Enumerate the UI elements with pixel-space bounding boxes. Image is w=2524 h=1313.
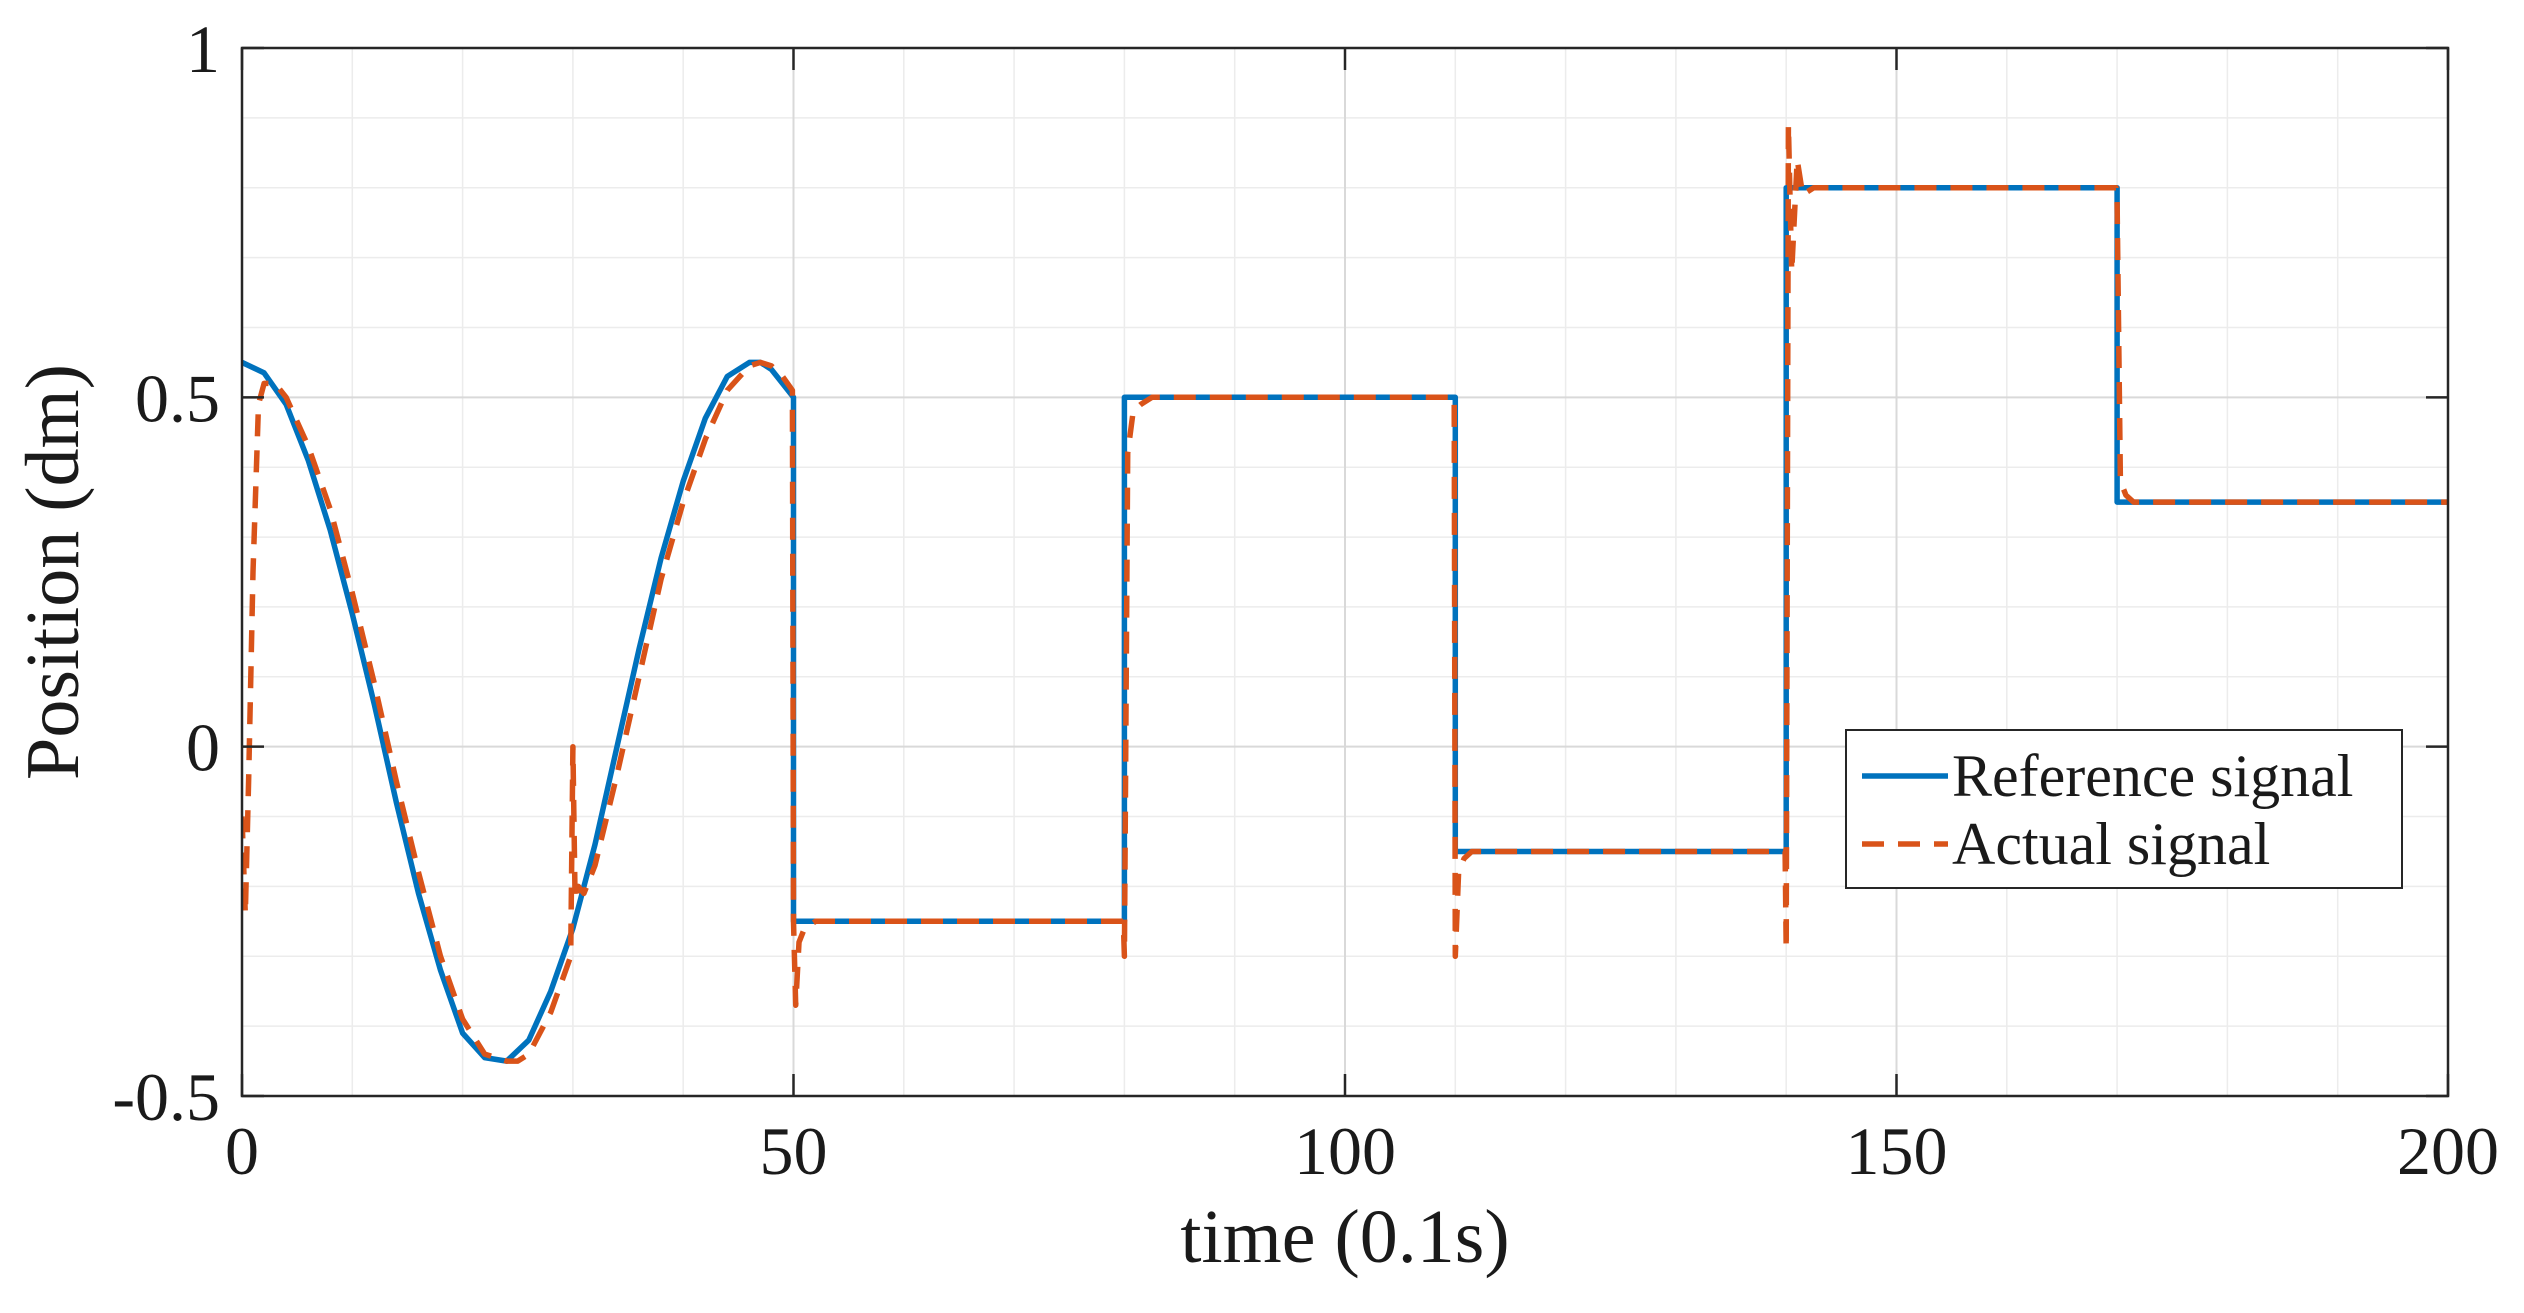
x-tick-label: 0 <box>225 1113 259 1189</box>
x-tick-label: 200 <box>2397 1113 2499 1189</box>
legend: Reference signal Actual signal <box>1845 729 2403 889</box>
y-tick-label: 0.5 <box>135 360 220 436</box>
y-tick-label: -0.5 <box>112 1059 220 1135</box>
y-tick-labels: -0.5 0 0.5 1 <box>112 11 220 1135</box>
y-axis-title: Position (dm) <box>11 364 95 780</box>
legend-box <box>1845 729 2403 889</box>
x-tick-labels: 0 50 100 150 200 <box>225 1113 2499 1189</box>
x-axis-title: time (0.1s) <box>1180 1195 1509 1279</box>
x-tick-label: 150 <box>1846 1113 1948 1189</box>
legend-label-actual: Actual signal <box>1952 811 2270 877</box>
x-tick-label: 50 <box>760 1113 828 1189</box>
legend-label-reference: Reference signal <box>1952 743 2353 809</box>
x-tick-label: 100 <box>1294 1113 1396 1189</box>
series-line-actual <box>242 122 2448 1064</box>
tick-marks <box>240 46 2450 1098</box>
series-layer <box>242 122 2448 1064</box>
y-tick-label: 0 <box>186 710 220 786</box>
y-tick-label: 1 <box>186 11 220 87</box>
